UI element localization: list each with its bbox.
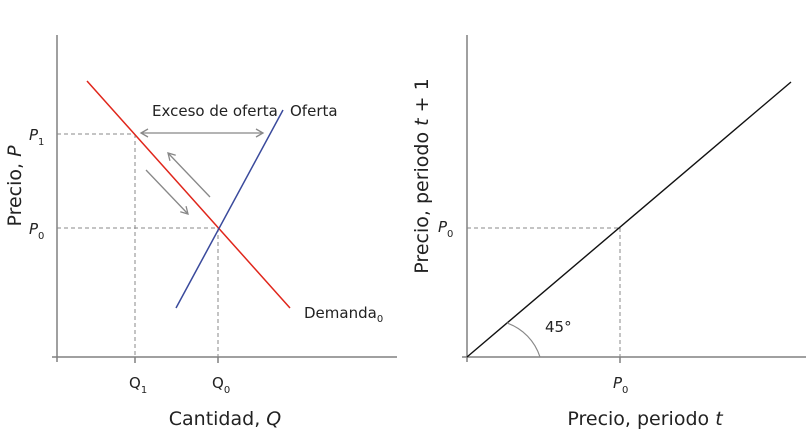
angle-arc [506, 322, 541, 358]
angle-label: 45° [545, 318, 572, 336]
p0-y-label: P0 [438, 218, 453, 240]
45-degree-line [466, 81, 792, 358]
x-axis-title: Precio, periodo t [567, 408, 724, 430]
demand-label: Demanda0 [304, 304, 383, 325]
p0-label: P0 [29, 220, 44, 242]
adjust-up-arrow [167, 152, 211, 198]
p1-label: P1 [29, 126, 44, 148]
q1-label: Q1 [129, 374, 147, 396]
p0-x-label: P0 [613, 374, 628, 396]
demand-curve [86, 80, 291, 309]
q0-label: Q0 [212, 374, 230, 396]
price-dynamics-panel: 45° P0 P0 Precio, periodo t Precio, peri… [411, 35, 806, 430]
adjust-down-arrow [145, 169, 189, 215]
supply-curve [175, 109, 284, 309]
supply-label: Oferta [290, 102, 338, 120]
supply-demand-panel: Exceso de oferta Oferta Demanda0 P1 P0 Q… [4, 35, 397, 430]
x-axis-title: Cantidad, Q [169, 408, 282, 430]
excess-supply-label: Exceso de oferta [152, 102, 278, 120]
y-axis-title: Precio, P [4, 145, 26, 227]
y-axis-title: Precio, periodo t + 1 [411, 78, 433, 273]
